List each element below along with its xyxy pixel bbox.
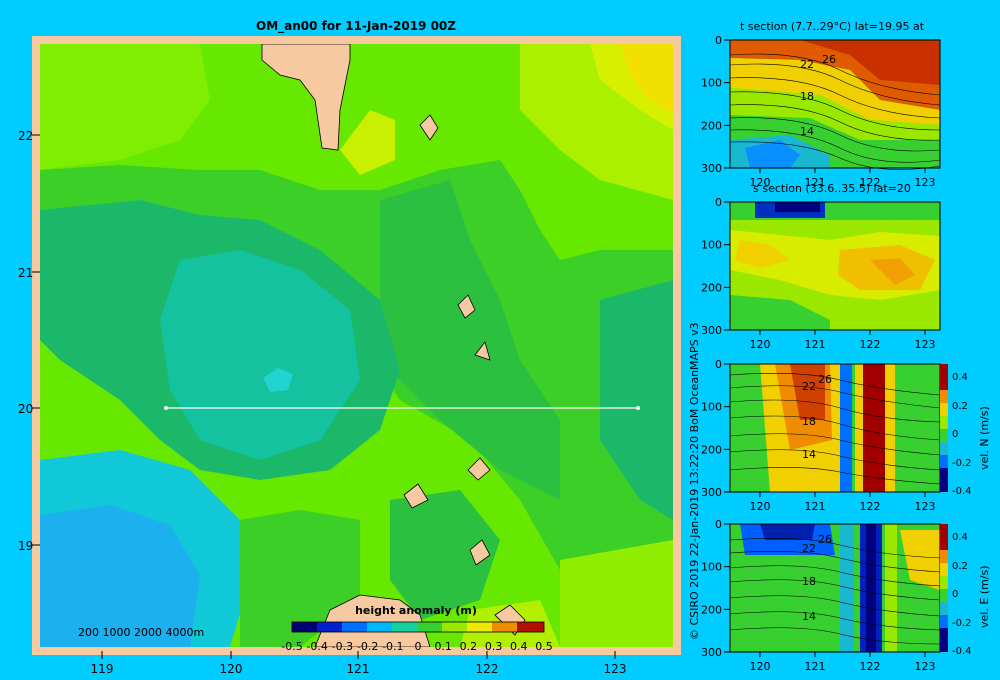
vel-e-label: vel. E (m/s)	[978, 565, 991, 628]
depth-tick-label: 200	[701, 603, 722, 616]
contour-label: 18	[802, 575, 816, 588]
lon-tick-label: 121	[805, 660, 826, 673]
credit-text: © CSIRO 2019 22-Jan-2019 13:22:20 BoM Oc…	[688, 322, 701, 640]
colorbar-tick-label: 0.5	[535, 640, 553, 653]
contour-label: 22	[802, 542, 816, 555]
lon-tick-label: 120	[750, 338, 771, 351]
colorbar-title: height anomaly (m)	[355, 604, 477, 617]
vel-tick: 0	[952, 429, 958, 440]
colorbar-tick-label: -0.2	[357, 640, 378, 653]
vel-tick: 0.2	[952, 561, 968, 572]
lon-tick-label: 122	[860, 660, 881, 673]
contour-label: 14	[802, 448, 816, 461]
height-anomaly-field	[40, 44, 673, 647]
vel-tick: -0.4	[952, 486, 972, 497]
depth-tick-label: 300	[701, 324, 722, 337]
colorbar-tick-label: -0.3	[332, 640, 353, 653]
depth-tick-label: 100	[701, 77, 722, 90]
colorbar-tick-label: 0.2	[460, 640, 478, 653]
lon-label: 121	[347, 662, 370, 676]
map-title: OM_an00 for 11-Jan-2019 00Z	[256, 19, 456, 34]
vel-n-label: vel. N (m/s)	[978, 406, 991, 470]
vel-tick: -0.2	[952, 618, 972, 629]
lat-label: 19	[18, 539, 33, 553]
lat-label: 21	[18, 266, 33, 280]
lon-tick-label: 123	[915, 500, 936, 513]
vel-tick: -0.4	[952, 646, 972, 657]
t-section-panel: 26 22 18 14	[729, 39, 941, 170]
t-section-title: t section (7.7..29°C) lat=19.95 at	[740, 20, 925, 33]
s-section-panel	[729, 201, 941, 331]
contour-label: 14	[800, 125, 814, 138]
lon-tick-label: 121	[805, 500, 826, 513]
lon-label: 120	[220, 662, 243, 676]
contour-label-26: 26	[818, 373, 832, 386]
contour-label-26: 26	[818, 533, 832, 546]
depth-tick-label: 200	[701, 443, 722, 456]
depth-tick-label: 0	[715, 34, 722, 47]
lat-label: 20	[18, 402, 33, 416]
lon-tick-label: 120	[750, 660, 771, 673]
colorbar-tick-label: -0.4	[306, 640, 327, 653]
contour-label: 18	[800, 90, 814, 103]
lon-tick-label: 120	[750, 176, 771, 189]
map-frame	[32, 36, 681, 655]
depth-tick-label: 300	[701, 646, 722, 659]
depth-tick-label: 300	[701, 162, 722, 175]
depth-tick-label: 300	[701, 486, 722, 499]
colorbar-tick-label: -0.1	[382, 640, 403, 653]
colorbar-tick-label: 0	[415, 640, 422, 653]
lon-tick-label: 121	[805, 176, 826, 189]
contour-label-26: 26	[822, 53, 836, 66]
longitude-axis: 119 120 121 122 123	[91, 651, 627, 676]
lat-label: 22	[18, 129, 33, 143]
vel-tick: 0.4	[952, 532, 968, 543]
panel-axes: 0 100 200 300 120 121 122 123 0 100 200 300 120 121 12…	[701, 34, 936, 673]
contour-label: 14	[802, 610, 816, 623]
lon-label: 119	[91, 662, 114, 676]
s-section-title: s section (33.6..35.5) lat=20	[753, 182, 911, 195]
lon-tick-label: 122	[860, 500, 881, 513]
lon-tick-label: 123	[915, 176, 936, 189]
depth-tick-label: 200	[701, 281, 722, 294]
depth-tick-label: 200	[701, 119, 722, 132]
contour-label: 22	[800, 58, 814, 71]
colorbar-tick-label: -0.5	[281, 640, 302, 653]
lon-tick-label: 120	[750, 500, 771, 513]
lon-tick-label: 122	[860, 176, 881, 189]
vel-tick: 0	[952, 589, 958, 600]
lon-tick-label: 121	[805, 338, 826, 351]
colorbar-tick-label: 0.1	[434, 640, 452, 653]
depth-scale-label: 200 1000 2000 4000m	[78, 626, 204, 639]
colorbar-tick-label: 0.4	[510, 640, 528, 653]
lon-tick-label: 123	[915, 660, 936, 673]
lon-label: 123	[604, 662, 627, 676]
vel-n-colorbar: 0.4 0.2 0 -0.2 -0.4	[940, 364, 972, 497]
latitude-axis: 22 21 20 19	[18, 129, 40, 553]
vel-e-panel: 26 22 18 14	[729, 523, 941, 653]
depth-tick-label: 100	[701, 239, 722, 252]
lon-tick-label: 123	[915, 338, 936, 351]
vel-tick: 0.4	[952, 372, 968, 383]
depth-tick-label: 100	[701, 561, 722, 574]
depth-tick-label: 0	[715, 518, 722, 531]
lon-label: 122	[476, 662, 499, 676]
vel-n-panel: 26 22 18 14	[729, 363, 941, 493]
contour-label: 18	[802, 415, 816, 428]
depth-tick-label: 100	[701, 401, 722, 414]
colorbar-tick-label: 0.3	[485, 640, 503, 653]
vel-e-colorbar: 0.4 0.2 0 -0.2 -0.4	[940, 524, 972, 657]
depth-tick-label: 0	[715, 196, 722, 209]
lon-tick-label: 122	[860, 338, 881, 351]
contour-label: 22	[802, 380, 816, 393]
vel-tick: 0.2	[952, 401, 968, 412]
vel-tick: -0.2	[952, 458, 972, 469]
depth-tick-label: 0	[715, 358, 722, 371]
height-anomaly-colorbar: height anomaly (m) -0.5 -0.4 -0.3 -0.2 -0.1 0…	[281, 604, 552, 653]
